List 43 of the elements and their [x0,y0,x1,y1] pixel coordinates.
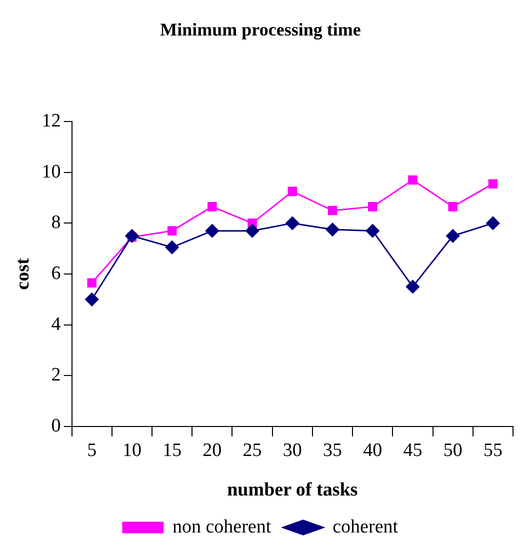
point [246,224,260,238]
y-tick-label: 12 [42,110,61,132]
x-tick-label: 30 [282,440,302,461]
y-tick-label: 0 [51,415,61,436]
point [125,229,139,243]
y-tick-label: 2 [51,364,61,386]
point [446,229,460,243]
point [87,278,96,288]
legend-label: coherent [332,516,399,538]
point [328,206,338,216]
point [366,224,380,238]
x-tick-label: 20 [202,440,222,461]
y-tick-label: 4 [51,314,62,335]
legend-label: non coherent [172,516,272,538]
x-tick-label: 35 [323,440,342,461]
y-tick-label: 6 [51,262,61,284]
x-tick-label: 40 [363,440,382,461]
y-tick-label: 10 [42,161,61,182]
y-tick-label: 8 [51,212,61,234]
point [488,179,498,188]
x-tick-label: 45 [403,440,422,461]
point [406,280,420,294]
x-tick-label: 55 [483,440,502,461]
point [448,202,458,212]
point [286,216,300,230]
point [167,226,177,236]
point [208,202,217,212]
point [486,216,500,230]
point [326,222,340,236]
point [205,224,219,238]
x-tick-label: 25 [242,440,262,461]
chart-title: Minimum processing time [160,19,361,40]
point [288,186,298,196]
x-tick-label: 10 [122,440,142,461]
x-tick-label: 50 [443,440,462,461]
point [368,202,378,212]
y-axis-title: cost [12,258,34,290]
x-tick-label: 15 [162,440,182,461]
x-axis-title: number of tasks [227,480,358,501]
x-tick-label: 5 [87,440,97,461]
point [165,240,179,254]
point [408,175,418,185]
point [85,292,99,306]
